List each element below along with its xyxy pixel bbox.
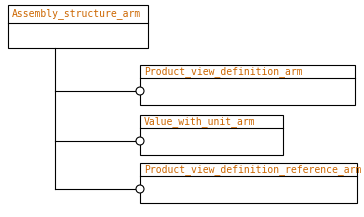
Text: Assembly_structure_arm: Assembly_structure_arm: [12, 8, 141, 20]
Text: Product_view_definition_arm: Product_view_definition_arm: [144, 66, 302, 77]
Circle shape: [136, 137, 144, 145]
Bar: [140, 115, 283, 155]
Circle shape: [136, 185, 144, 193]
Bar: [140, 65, 355, 105]
Bar: [140, 163, 357, 203]
Text: Value_with_unit_arm: Value_with_unit_arm: [144, 116, 256, 127]
Circle shape: [136, 87, 144, 95]
Bar: [8, 5, 148, 48]
Text: Product_view_definition_reference_arm: Product_view_definition_reference_arm: [144, 164, 361, 175]
